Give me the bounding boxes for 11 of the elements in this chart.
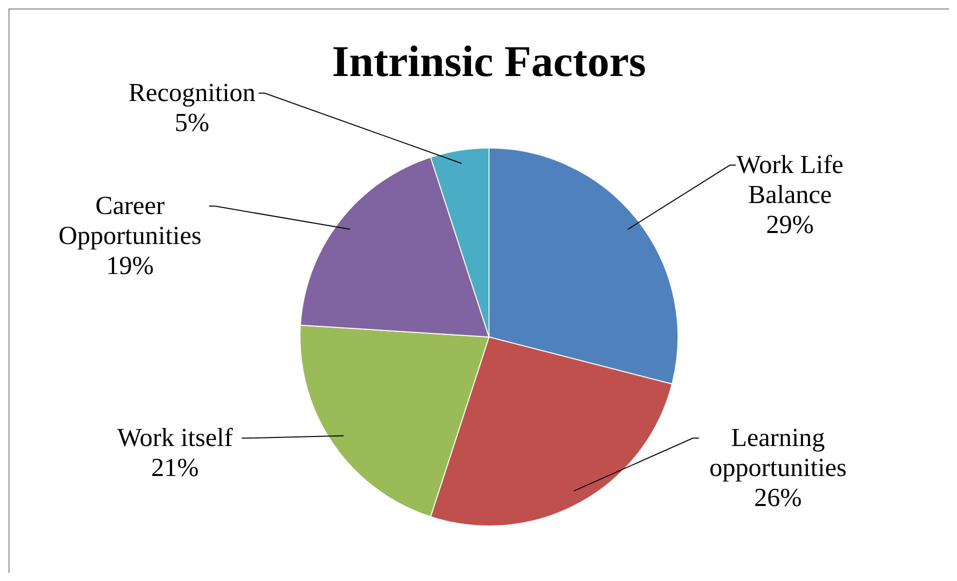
- data-label: 21%: [151, 452, 199, 482]
- slice-label: Learning opportunities: [709, 422, 847, 482]
- slice-label: Recognition: [128, 78, 256, 107]
- chart-title: Intrinsic Factors: [332, 37, 646, 86]
- slice-label: Work itself: [117, 422, 234, 452]
- slice-label: Work Life Balance: [736, 150, 844, 209]
- data-label: 5%: [174, 108, 210, 137]
- slice-label: Career Opportunities: [58, 190, 202, 250]
- data-label: 29%: [766, 210, 814, 239]
- data-label: 26%: [754, 482, 802, 512]
- data-label: 19%: [106, 250, 154, 280]
